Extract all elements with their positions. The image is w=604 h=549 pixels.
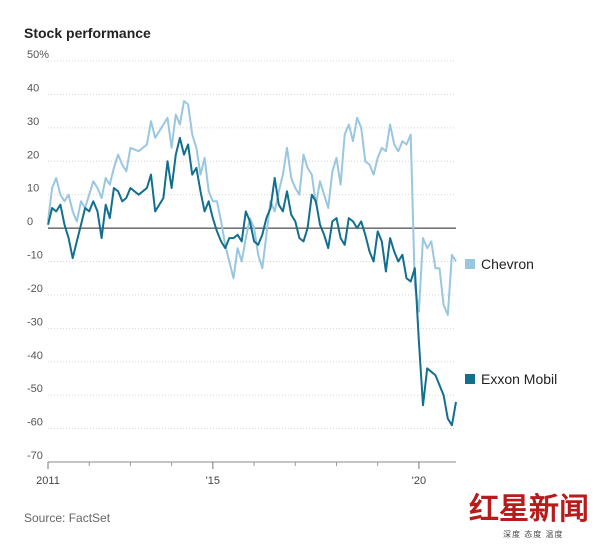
y-tick-label: -20 [27, 283, 43, 295]
y-axis-ticks: 50% 40 30 20 10 0 -10 -20 -30 -40 -50 -60 -70 [27, 49, 49, 462]
watermark-brand: 红星新闻 [469, 492, 589, 527]
y-tick-label: -10 [27, 250, 43, 262]
y-tick-label: 10 [27, 183, 39, 195]
x-tick-label: '15 [206, 475, 220, 487]
series-line-chevron [47, 100, 457, 316]
x-tick-label: '20 [412, 475, 426, 487]
y-tick-label: -40 [27, 350, 43, 362]
y-tick-label: -30 [27, 316, 43, 328]
x-tick-label: 2011 [36, 475, 60, 487]
y-tick-label: 0 [27, 216, 33, 228]
x-axis: 2011 '15 '20 [36, 461, 456, 487]
series-line-exxon-mobil [47, 136, 457, 427]
legend-swatch-exxon-mobil [465, 374, 475, 384]
legend-label-exxon-mobil: Exxon Mobil [481, 371, 557, 387]
y-tick-label: -60 [27, 417, 43, 429]
legend: Chevron Exxon Mobil [465, 256, 557, 387]
chart-source: Source: FactSet [24, 511, 111, 525]
y-tick-label: -70 [27, 450, 43, 462]
legend-swatch-chevron [465, 259, 475, 269]
watermark-tagline: 深度 态度 温度 [503, 529, 563, 539]
y-tick-label: 50% [27, 49, 49, 61]
y-tick-label: 20 [27, 149, 39, 161]
series-lines [47, 100, 457, 427]
y-tick-label: -50 [27, 383, 43, 395]
watermark-logo: 红星新闻 深度 态度 温度 [469, 492, 589, 539]
chart-title: Stock performance [24, 25, 151, 41]
grid [48, 60, 456, 463]
y-tick-label: 30 [27, 116, 39, 128]
legend-label-chevron: Chevron [481, 256, 534, 272]
y-tick-label: 40 [27, 82, 39, 94]
